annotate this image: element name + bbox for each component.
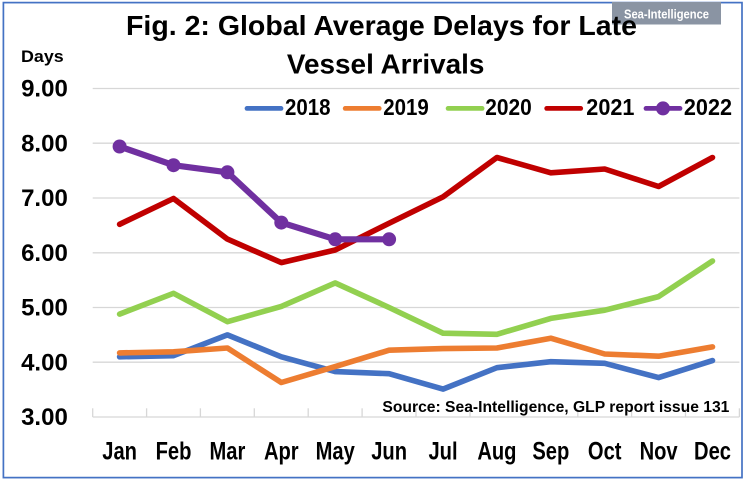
svg-text:Jul: Jul (428, 436, 457, 465)
svg-text:May: May (316, 436, 355, 465)
svg-text:9.00: 9.00 (21, 76, 68, 103)
svg-text:2018: 2018 (285, 94, 331, 120)
svg-text:Fig. 2: Global Average Delays: Fig. 2: Global Average Delays for Late (126, 10, 637, 41)
svg-text:8.00: 8.00 (21, 130, 68, 157)
svg-text:2020: 2020 (485, 94, 532, 120)
svg-text:3.00: 3.00 (21, 404, 68, 431)
svg-text:Days: Days (21, 47, 64, 66)
svg-text:2021: 2021 (586, 95, 634, 121)
svg-text:2022: 2022 (684, 95, 732, 121)
svg-text:Apr: Apr (264, 436, 299, 465)
svg-text:5.00: 5.00 (21, 295, 68, 322)
svg-text:Source: Sea-Intelligence, GLP: Source: Sea-Intelligence, GLP report iss… (382, 399, 729, 416)
svg-text:Oct: Oct (588, 436, 622, 465)
svg-text:Sea-Intelligence: Sea-Intelligence (624, 7, 709, 22)
svg-text:Nov: Nov (640, 436, 678, 465)
svg-text:Dec: Dec (694, 436, 731, 465)
svg-text:4.00: 4.00 (21, 349, 68, 376)
svg-text:Vessel Arrivals: Vessel Arrivals (287, 48, 485, 79)
svg-text:2019: 2019 (383, 94, 429, 120)
svg-text:7.00: 7.00 (21, 185, 68, 212)
svg-text:Mar: Mar (209, 436, 245, 465)
svg-text:6.00: 6.00 (21, 240, 68, 267)
svg-text:Sep: Sep (532, 436, 569, 465)
svg-text:Feb: Feb (156, 436, 192, 465)
svg-text:Jan: Jan (102, 436, 137, 465)
svg-text:Jun: Jun (371, 436, 407, 465)
svg-text:Aug: Aug (477, 436, 516, 465)
